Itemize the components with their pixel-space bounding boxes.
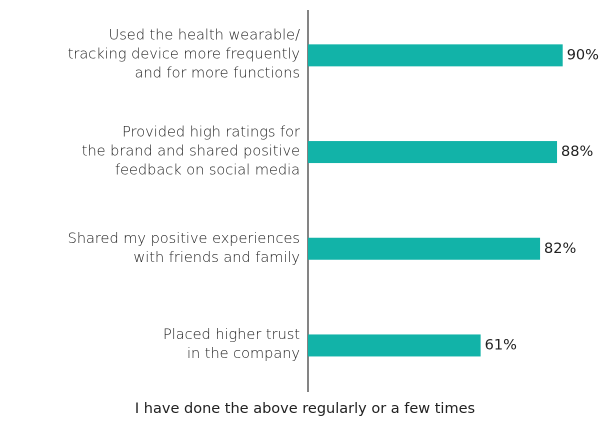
value-label: 82%: [544, 241, 576, 257]
category-label: Shared my positive experiences with frie…: [67, 230, 300, 266]
category-label: Provided high ratings for the brand and …: [81, 124, 300, 179]
category-label: Used the health wearable/ tracking devic…: [67, 27, 300, 82]
value-label: 61%: [485, 337, 517, 353]
value-label: 90%: [567, 47, 599, 63]
value-label: 88%: [561, 144, 593, 160]
bar: [308, 141, 558, 164]
bar: [308, 44, 563, 67]
bar: [308, 237, 541, 260]
bar: [308, 334, 481, 357]
caption: I have done the above regularly or a few…: [135, 401, 475, 417]
category-label: Placed higher trust in the company: [162, 327, 300, 363]
